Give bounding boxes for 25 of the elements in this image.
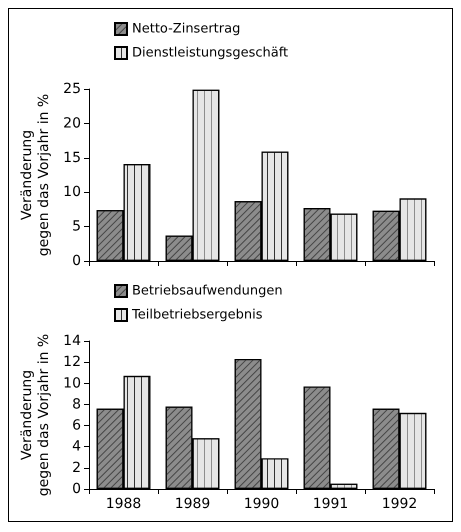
x-tick-label: 1990: [244, 496, 280, 512]
x-tick-label: 1992: [382, 496, 418, 512]
y-tick-label: 0: [72, 481, 81, 497]
y-axis-title: Veränderung gegen das Vorjahr in %: [18, 334, 52, 496]
y-tick-label: 5: [72, 218, 81, 235]
y-tick-label: 12: [63, 354, 81, 370]
legend-label: Betriebsaufwendungen: [132, 284, 283, 298]
y-tick-label: 20: [63, 115, 81, 132]
y-axis-title: Veränderung gegen das Vorjahr in %: [18, 94, 52, 256]
y-tick-label: 10: [63, 375, 81, 392]
y-tick-label: 6: [72, 418, 82, 434]
x-tick-label: 1989: [174, 496, 210, 512]
y-tick-label: 2: [72, 460, 81, 476]
y-tick-label: 0: [72, 253, 81, 269]
legend-label: Dienstleistungsgeschäft: [132, 46, 288, 60]
y-tick-label: 25: [63, 81, 81, 97]
x-tick-label: 1988: [106, 496, 142, 512]
y-tick-label: 8: [72, 396, 81, 412]
y-tick-label: 10: [63, 184, 81, 200]
legend-label: Teilbetriebsergebnis: [131, 308, 263, 322]
y-tick-label: 15: [63, 150, 81, 166]
y-tick-label: 4: [72, 438, 82, 455]
legend-label: Netto-Zinsertrag: [132, 22, 240, 36]
y-tick-label: 14: [63, 333, 82, 349]
x-tick-label: 1991: [312, 496, 348, 512]
